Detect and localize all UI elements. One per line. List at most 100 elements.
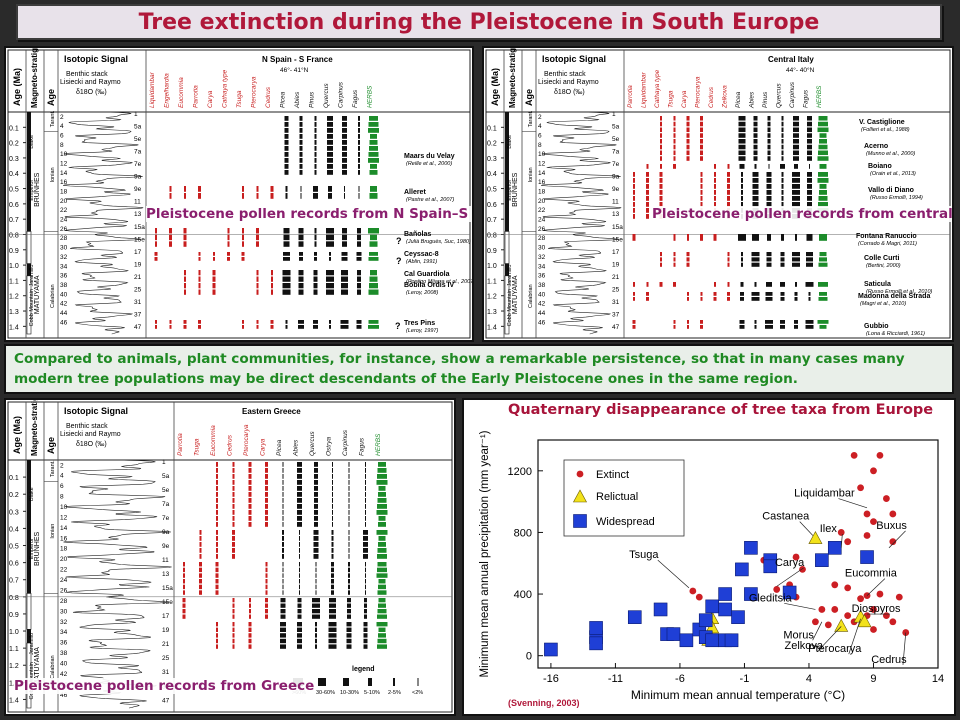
pollen-bar [686, 133, 690, 138]
calabrian-label: Calabrian [528, 284, 534, 308]
pollen-bar [348, 498, 350, 503]
pollen-bar [216, 492, 218, 497]
mis-label-even: 16 [60, 535, 68, 542]
pollen-bar [363, 627, 368, 632]
pollen-bar [377, 567, 387, 573]
pollen-bar [633, 196, 635, 201]
pollen-bar [283, 252, 290, 256]
mis-label-odd: 21 [134, 274, 142, 281]
pollen-bar [377, 548, 387, 553]
pollen-bar [297, 603, 302, 608]
mis-label-even: 4 [538, 123, 542, 130]
pollen-bar [332, 486, 333, 491]
mis-label-even: 14 [60, 170, 68, 177]
pollen-bar [766, 190, 772, 195]
pollen-bar [232, 548, 235, 553]
pollen-bar [713, 297, 717, 301]
pollen-bar [155, 320, 157, 324]
site-name: Bòbila Ordis IV [404, 282, 455, 289]
pollen-bar [752, 178, 759, 183]
pollen-bar [766, 184, 772, 189]
pollen-bar [297, 474, 302, 479]
pollen-bar [284, 140, 289, 145]
pollen-bar [818, 297, 828, 301]
pollen-bar [232, 627, 235, 632]
taxon-label: Carya [681, 90, 688, 108]
italy-diagram: Age (Ma) Magneto-stratigraphy Age Isotopic … [485, 48, 951, 339]
pollen-bar [344, 193, 345, 199]
mis-label-even: 10 [538, 151, 546, 158]
pollen-bar [299, 567, 300, 573]
mis-label-even: 6 [60, 483, 64, 490]
site-ref: (Leroy, 1997) [406, 328, 438, 334]
pollen-bar [358, 193, 360, 199]
pollen-bar [767, 144, 771, 150]
pollen-bar [633, 190, 635, 195]
pollen-bar [357, 228, 361, 234]
pollen-bar [329, 257, 331, 261]
pollen-bar [314, 122, 317, 127]
pollen-bar [792, 252, 800, 257]
pollen-bar [232, 492, 235, 497]
pollen-bar [155, 228, 157, 234]
pollen-bar [184, 283, 186, 289]
pollen-bar [298, 276, 304, 282]
pollen-bar [282, 270, 291, 276]
pollen-bar [212, 289, 216, 295]
pollen-bar [297, 614, 302, 619]
annotation-arrow [784, 602, 816, 610]
pollen-bar [326, 270, 334, 276]
annotation-arrow [840, 533, 843, 548]
site-name: Bañolas [404, 231, 431, 238]
mis-label-even: 34 [60, 263, 68, 270]
pollen-bar [633, 282, 635, 287]
mis-label-odd: 15e [134, 236, 145, 243]
pollen-bar [314, 486, 318, 491]
pollen-bar [298, 283, 304, 289]
pollen-bar [314, 257, 317, 261]
taxon-annotation: Cedrus [871, 654, 907, 666]
pollen-bar [357, 270, 361, 276]
greece-diagram: Age (Ma) Magneto-stratigraphy Age Isotopic … [7, 400, 453, 713]
x-tick-label: -11 [608, 673, 623, 685]
pollen-bar [332, 498, 333, 503]
y-tick-label: 800 [514, 527, 532, 539]
pollen-bar [378, 516, 386, 521]
extinct-point [889, 618, 897, 626]
age-col-header: Age [524, 89, 534, 106]
pollen-bar [328, 186, 332, 192]
mis-label-odd: 5e [134, 136, 142, 143]
age-tick: 0.9 [487, 248, 497, 255]
pollen-bar [713, 292, 717, 296]
pollen-bar [312, 609, 320, 614]
annotation-arrow [657, 559, 690, 589]
mis-label-even: 4 [60, 473, 64, 480]
blake-label: Blake [29, 487, 35, 501]
pollen-bar [740, 297, 744, 301]
pollen-bar [793, 139, 799, 144]
age-tick: 0.2 [9, 141, 19, 148]
taxon-label: Pterocarya [243, 424, 250, 456]
pollen-bar [369, 283, 378, 289]
pollen-bar [314, 480, 318, 485]
pollen-bar [313, 320, 318, 324]
pollen-bar [739, 164, 745, 169]
extinct-point [889, 538, 897, 546]
pollen-bar [687, 320, 689, 324]
pollen-bar [298, 234, 304, 241]
tarant-label: Tarant. [528, 110, 534, 127]
pollen-bar [646, 208, 649, 213]
pollen-bar [766, 172, 772, 177]
mis-label-odd: 17 [134, 249, 142, 256]
pollen-bar [216, 554, 218, 559]
pollen-bar [297, 516, 302, 521]
pollen-bar [808, 297, 811, 301]
pollen-bar [314, 170, 317, 175]
pollen-bar [232, 530, 235, 535]
pollen-bar [232, 498, 235, 503]
age-tick: 0.1 [9, 475, 19, 482]
pollen-bar [767, 150, 771, 156]
legend-extinct-label: Extinct [596, 469, 629, 481]
mis-label-even: 12 [538, 161, 546, 168]
pollen-bar [329, 603, 336, 608]
